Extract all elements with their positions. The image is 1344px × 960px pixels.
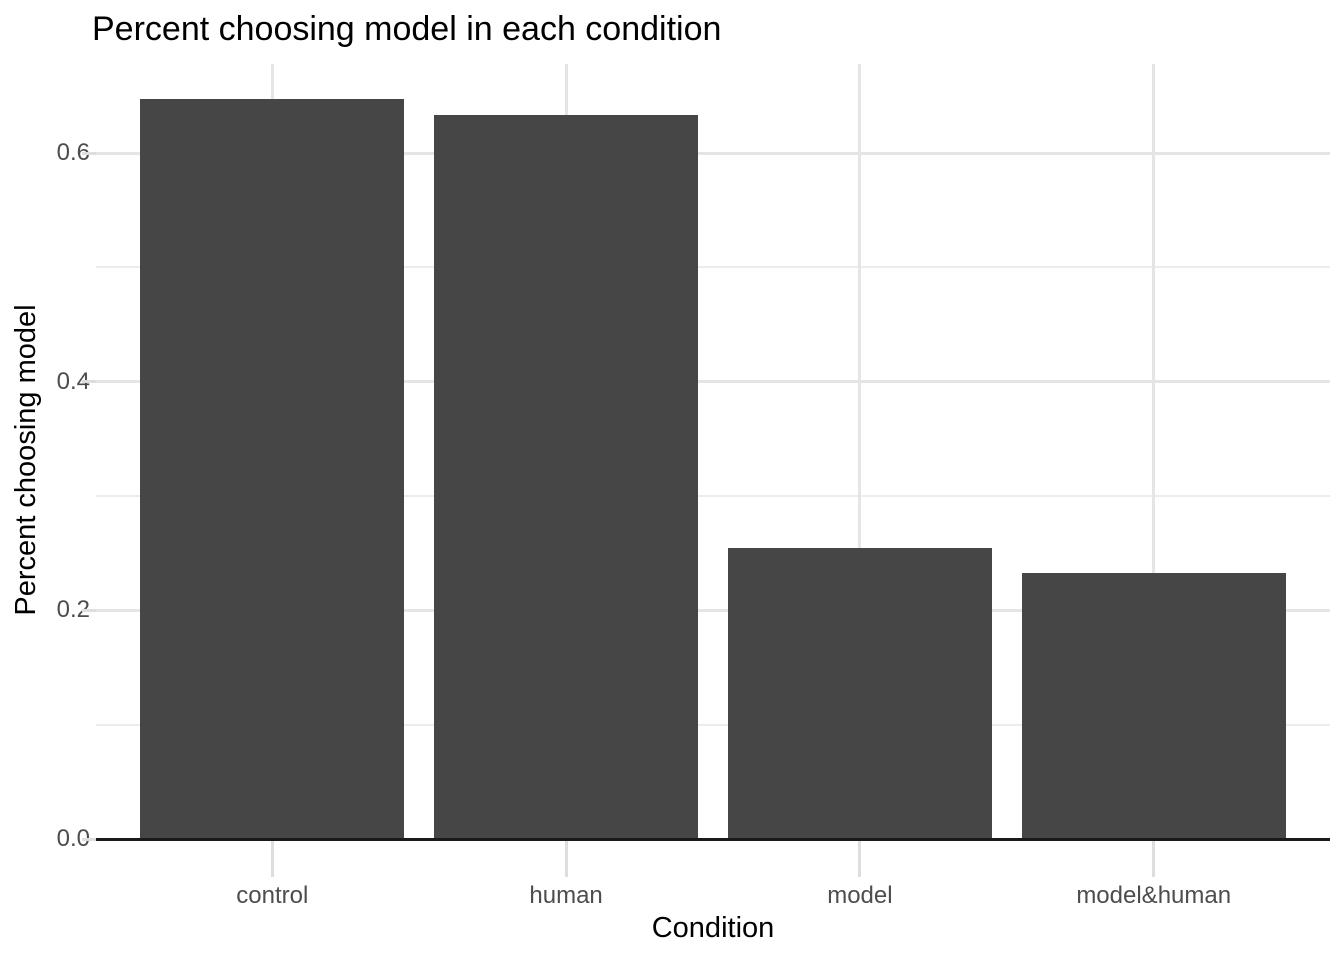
x-axis-line <box>96 838 1330 841</box>
x-axis-tick-label: model <box>827 882 893 909</box>
y-tick-mark <box>82 151 96 155</box>
minor-gridline <box>96 495 1330 498</box>
x-axis-tick-label: human <box>529 882 603 909</box>
chart-title: Percent choosing model in each condition <box>92 10 722 48</box>
x-axis-tick-label: control <box>236 882 309 909</box>
x-tick-mark <box>858 841 862 877</box>
major-gridline <box>96 608 1330 612</box>
y-tick-mark <box>82 608 96 612</box>
major-gridline <box>96 151 1330 155</box>
y-axis-title: Percent choosing model <box>10 304 42 616</box>
plot-panel <box>96 64 1330 839</box>
x-tick-mark <box>270 841 274 877</box>
y-axis-tick-label: 0.2 <box>56 596 90 624</box>
x-tick-mark <box>1152 841 1156 877</box>
x-axis-tick-label: model&human <box>1076 882 1232 909</box>
x-axis-title: Condition <box>651 912 775 944</box>
bar-control <box>140 99 405 839</box>
y-axis-tick-label: 0.0 <box>56 825 90 852</box>
major-gridline <box>96 380 1330 384</box>
y-axis-tick-label: 0.6 <box>56 139 90 167</box>
minor-gridline <box>96 723 1330 726</box>
y-tick-mark <box>82 837 96 841</box>
minor-gridline <box>96 266 1330 269</box>
category-gridline <box>1152 64 1156 839</box>
bar-model&human <box>1021 572 1286 839</box>
category-gridline <box>858 64 862 839</box>
bar-human <box>433 115 699 839</box>
y-tick-mark <box>82 380 96 384</box>
y-axis-tick-label: 0.4 <box>56 367 90 395</box>
x-tick-mark <box>564 841 568 877</box>
bar-model <box>727 547 993 839</box>
